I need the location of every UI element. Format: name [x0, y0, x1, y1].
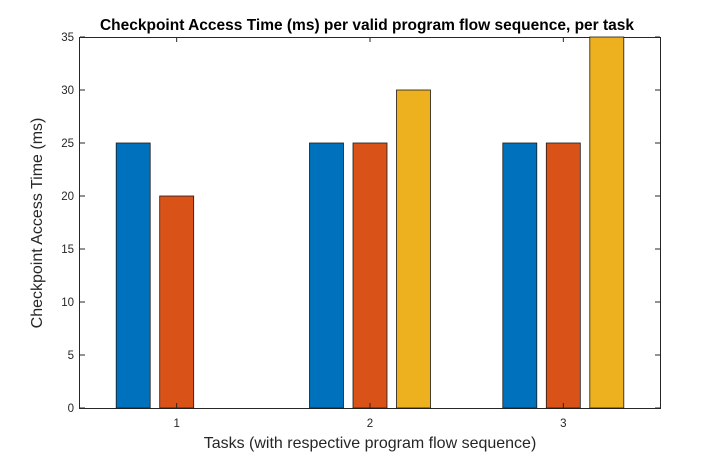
y-axis-ticks: 0 5 10 15 20 25 30 35 [61, 32, 660, 415]
bar-series1-task1 [115, 142, 151, 409]
x-tick-label: 3 [560, 418, 566, 430]
y-tick-label: 5 [68, 350, 74, 362]
y-tick-label: 25 [61, 138, 74, 150]
bars-layer [115, 36, 625, 409]
bar-series1-task3 [502, 142, 538, 409]
y-axis-label: Checkpoint Access Time (ms) [29, 118, 46, 329]
x-axis-label: Tasks (with respective program flow sequ… [204, 435, 537, 452]
y-tick-label: 15 [61, 244, 74, 256]
chart-title: Checkpoint Access Time (ms) per valid pr… [100, 17, 634, 34]
bar-series2-task1 [159, 195, 195, 409]
y-tick-label: 0 [68, 403, 74, 415]
y-tick-label: 20 [61, 191, 74, 203]
y-tick-label: 10 [61, 297, 74, 309]
x-tick-label: 2 [367, 418, 373, 430]
y-tick-label: 30 [61, 85, 74, 97]
bar-series3-task3 [589, 36, 625, 409]
x-axis-ticks: 1 2 3 [173, 37, 567, 430]
bar-series2-task2 [352, 142, 388, 409]
x-tick-label: 1 [173, 418, 179, 430]
y-tick-label: 35 [61, 32, 74, 44]
bar-series3-task2 [396, 89, 431, 409]
bar-series1-task2 [309, 142, 344, 409]
bar-series2-task3 [545, 142, 581, 409]
